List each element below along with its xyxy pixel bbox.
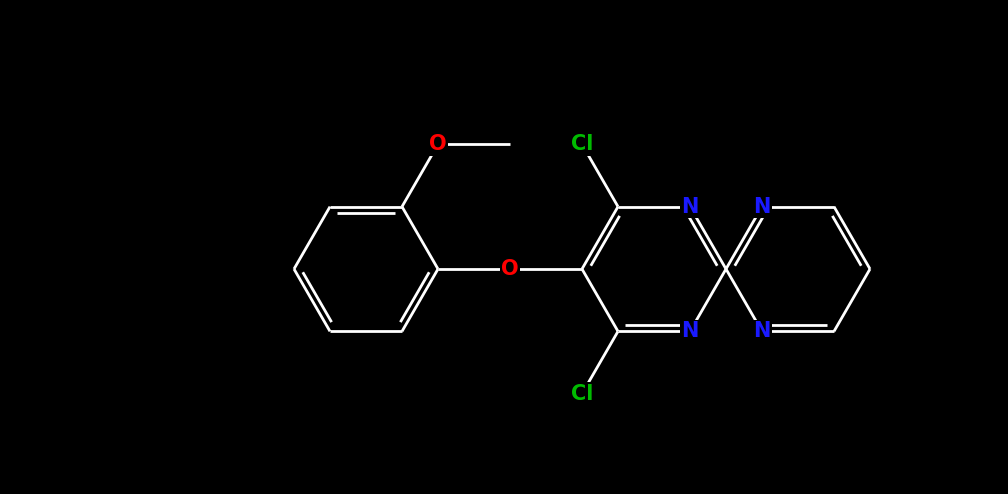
Text: O: O [429,134,447,154]
Text: Cl: Cl [571,134,593,154]
Text: O: O [501,259,519,279]
Text: Cl: Cl [571,384,593,404]
Text: N: N [681,197,699,217]
Text: N: N [753,322,771,341]
Text: N: N [753,197,771,217]
Text: N: N [681,322,699,341]
